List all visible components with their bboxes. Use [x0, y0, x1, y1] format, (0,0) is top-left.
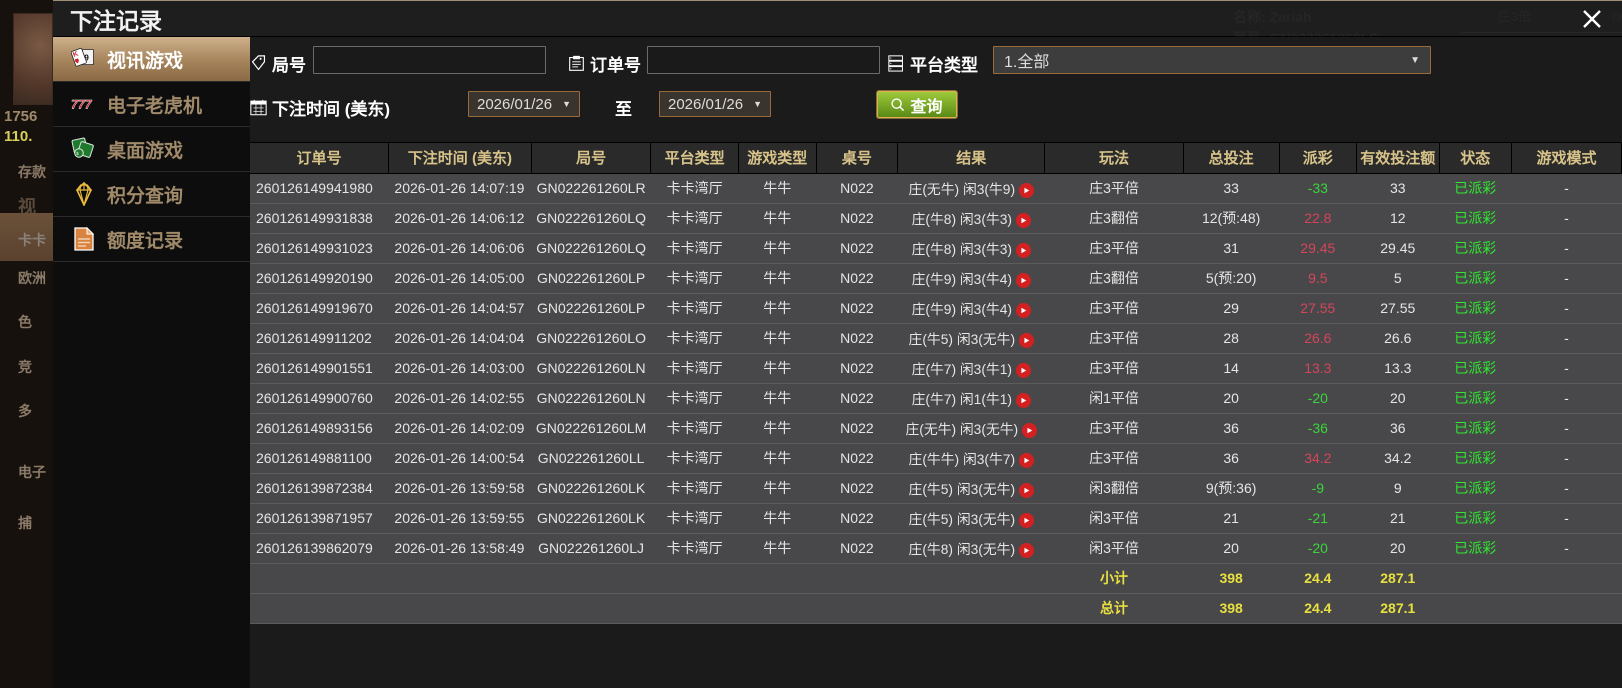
svg-text:777: 777 — [71, 98, 93, 112]
